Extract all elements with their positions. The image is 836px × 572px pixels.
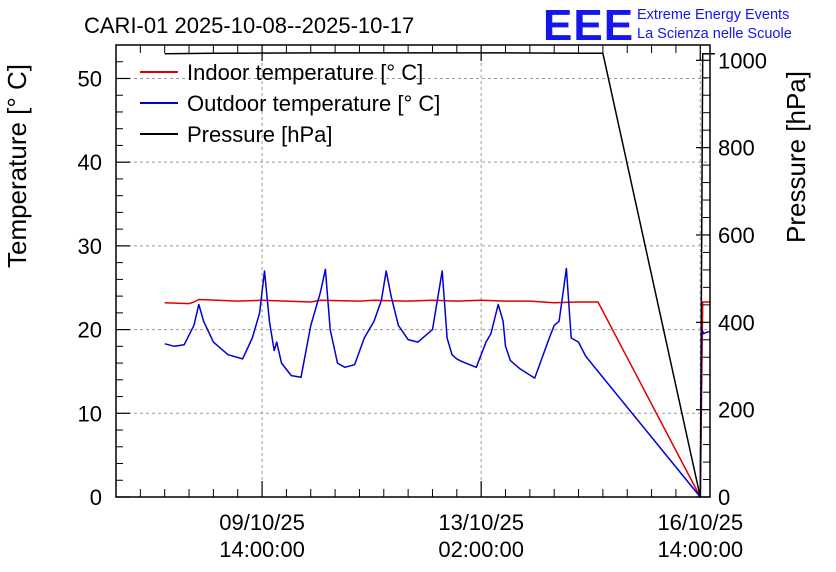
y-tick-label: 40 xyxy=(78,150,102,175)
eee-logo: EEE Extreme Energy Events La Scienza nel… xyxy=(543,1,792,50)
x-tick-time: 02:00:00 xyxy=(438,537,524,562)
y2-tick-label: 600 xyxy=(718,223,755,248)
axes: 010203040500200400600800100009/10/2514:0… xyxy=(78,44,767,562)
logo-line-2: La Scienza nelle Scuole xyxy=(637,26,792,42)
plot-frame xyxy=(115,44,711,498)
plot-series xyxy=(164,52,715,498)
y-tick-label: 10 xyxy=(78,401,102,426)
logo-mark: EEE xyxy=(543,1,634,50)
y2-tick-label: 800 xyxy=(718,136,755,161)
chart-title: CARI-01 2025-10-08--2025-10-17 xyxy=(84,13,414,38)
y-tick-label: 0 xyxy=(90,485,102,510)
y-tick-label: 50 xyxy=(78,66,102,91)
y-tick-label: 20 xyxy=(78,318,102,343)
legend: Indoor temperature [° C] Outdoor temperat… xyxy=(140,60,440,147)
legend-label-3: Pressure [hPa] xyxy=(187,122,333,147)
x-tick-time: 14:00:00 xyxy=(657,537,743,562)
y2-tick-label: 0 xyxy=(718,485,730,510)
series-line-2 xyxy=(164,267,711,498)
logo-line-1: Extreme Energy Events xyxy=(637,7,789,23)
y2-tick-label: 200 xyxy=(718,398,755,423)
x-tick-date: 16/10/25 xyxy=(657,510,743,535)
y2-tick-label: 1000 xyxy=(718,48,767,73)
y-axis-label: Temperature [° C] xyxy=(2,64,32,268)
legend-label-1: Indoor temperature [° C] xyxy=(187,60,423,85)
series-line-3 xyxy=(164,52,715,498)
gridlines xyxy=(116,45,710,497)
x-tick-date: 13/10/25 xyxy=(438,510,524,535)
x-tick-date: 09/10/25 xyxy=(219,510,305,535)
legend-label-2: Outdoor temperature [° C] xyxy=(187,91,440,116)
y2-tick-label: 400 xyxy=(718,310,755,335)
y2-axis-label: Pressure [hPa] xyxy=(781,71,811,243)
x-tick-time: 14:00:00 xyxy=(219,537,305,562)
y-tick-label: 30 xyxy=(78,234,102,259)
